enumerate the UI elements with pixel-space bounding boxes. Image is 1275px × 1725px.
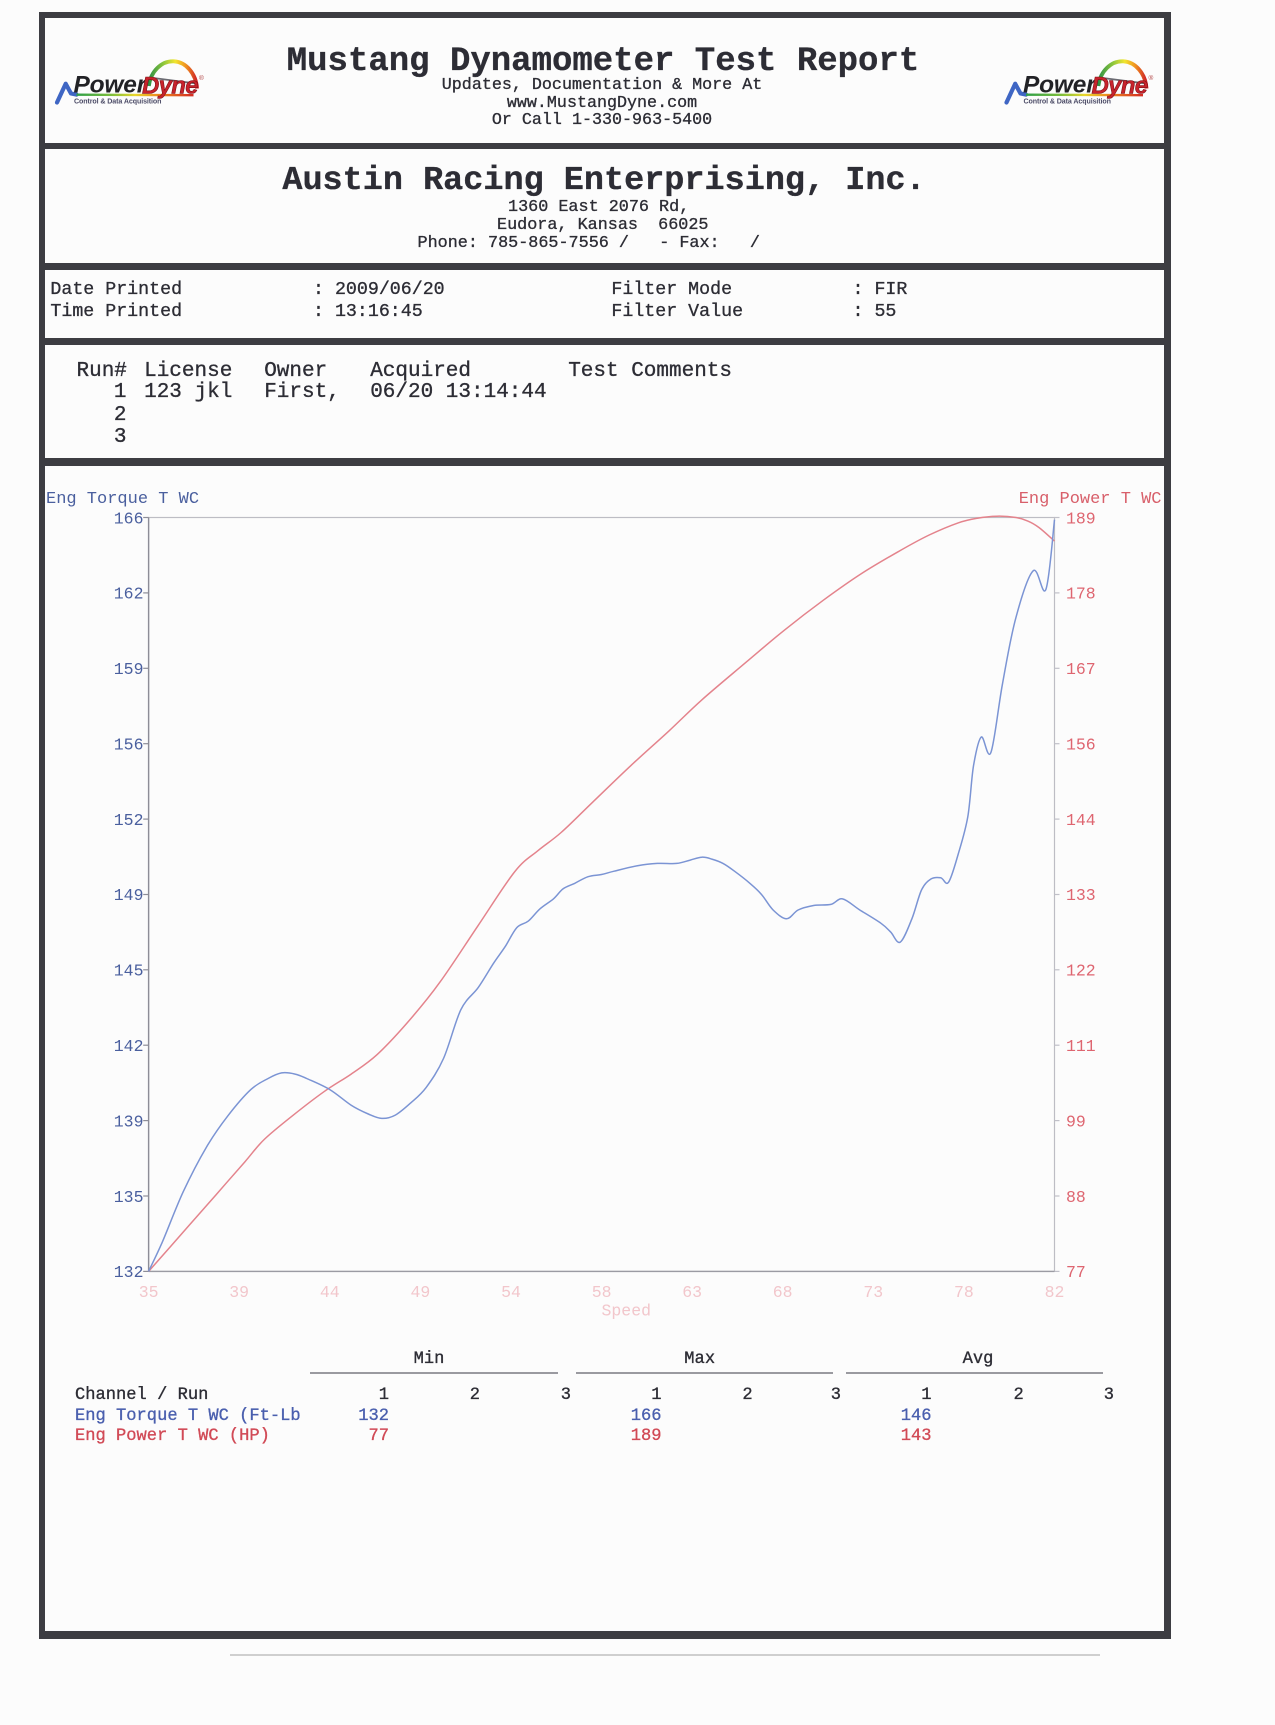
svg-text:99: 99: [1066, 1112, 1086, 1131]
svg-text:135: 135: [114, 1188, 144, 1207]
svg-text:142: 142: [114, 1037, 144, 1056]
svg-text:145: 145: [114, 962, 144, 981]
svg-text:167: 167: [1066, 660, 1096, 679]
svg-text:149: 149: [114, 886, 144, 905]
svg-text:68: 68: [773, 1283, 793, 1302]
svg-text:Speed: Speed: [602, 1302, 652, 1321]
svg-text:49: 49: [410, 1283, 430, 1302]
svg-text:82: 82: [1045, 1283, 1065, 1302]
svg-text:Eng Power T WC: Eng Power T WC: [1019, 490, 1162, 509]
svg-text:122: 122: [1066, 962, 1096, 981]
svg-text:78: 78: [954, 1283, 974, 1302]
svg-text:189: 189: [1066, 509, 1096, 528]
svg-text:Eng Torque T WC: Eng Torque T WC: [46, 490, 199, 509]
svg-text:156: 156: [1066, 736, 1096, 755]
svg-text:144: 144: [1066, 811, 1096, 830]
svg-text:178: 178: [1066, 585, 1096, 604]
svg-text:77: 77: [1066, 1263, 1086, 1282]
svg-text:132: 132: [114, 1263, 144, 1282]
svg-text:35: 35: [139, 1283, 159, 1302]
svg-text:44: 44: [320, 1283, 340, 1302]
svg-text:133: 133: [1066, 886, 1096, 905]
svg-text:139: 139: [114, 1112, 144, 1131]
svg-text:39: 39: [229, 1283, 249, 1302]
svg-text:58: 58: [592, 1283, 612, 1302]
svg-text:88: 88: [1066, 1188, 1086, 1207]
svg-text:166: 166: [114, 509, 144, 528]
svg-text:162: 162: [114, 585, 144, 604]
svg-text:54: 54: [501, 1283, 521, 1302]
svg-text:73: 73: [863, 1283, 883, 1302]
svg-text:152: 152: [114, 811, 144, 830]
svg-text:63: 63: [682, 1283, 702, 1302]
svg-text:111: 111: [1066, 1037, 1096, 1056]
svg-text:156: 156: [114, 736, 144, 755]
svg-text:159: 159: [114, 660, 144, 679]
